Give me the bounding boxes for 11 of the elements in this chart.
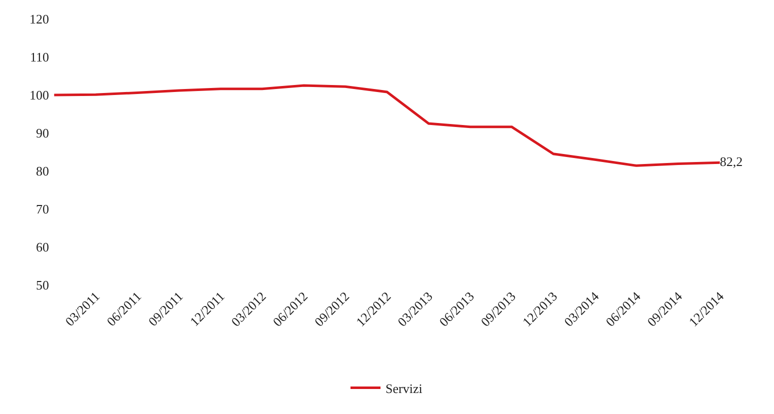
y-tick-label: 90 <box>36 126 49 141</box>
legend-label: Servizi <box>386 380 423 396</box>
y-tick-label: 100 <box>30 88 49 103</box>
y-tick-label: 50 <box>36 278 49 293</box>
y-tick-label: 120 <box>30 12 49 27</box>
data-label: 82,2 <box>720 154 743 169</box>
y-tick-label: 80 <box>36 164 49 179</box>
y-tick-label: 60 <box>36 240 49 255</box>
line-series <box>52 84 722 167</box>
y-tick-label: 70 <box>36 202 49 217</box>
y-tick-label: 110 <box>30 50 49 65</box>
